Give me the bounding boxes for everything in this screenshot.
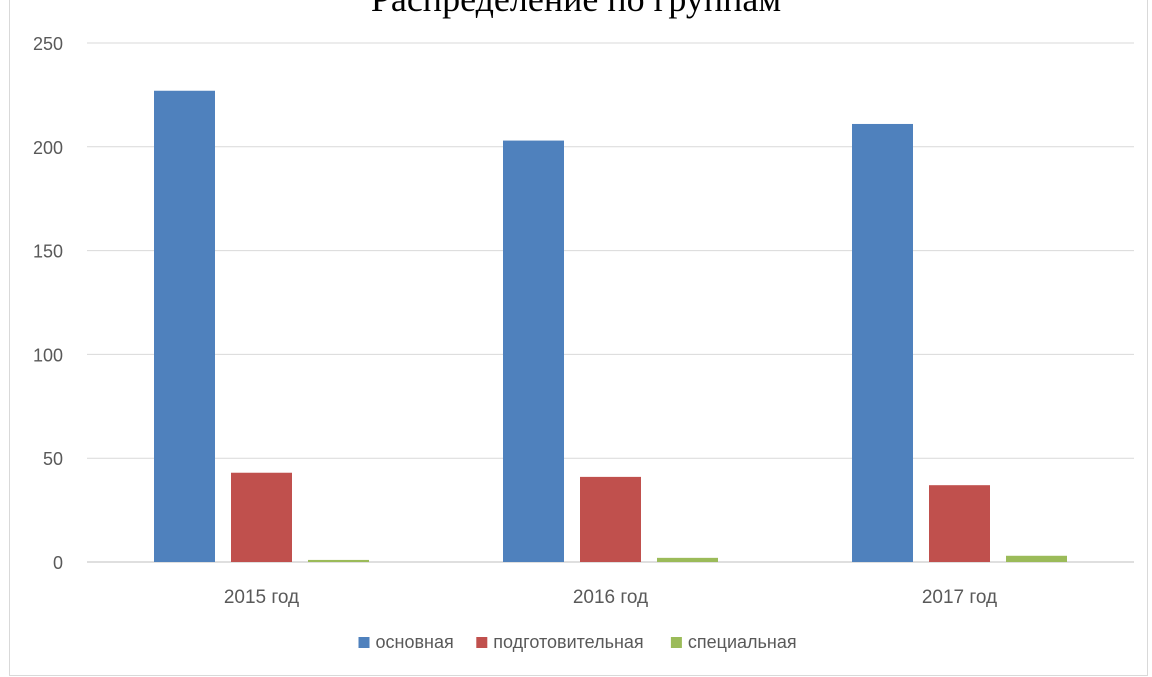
legend-swatch: [670, 637, 682, 648]
y-tick-label: 0: [53, 553, 63, 573]
bar: [580, 476, 641, 562]
chart-title: Распределение по группам: [0, 0, 1152, 20]
bar: [929, 485, 990, 562]
x-tick-label: 2015 год: [224, 587, 299, 608]
bar: [1006, 555, 1067, 562]
legend-swatch: [476, 637, 488, 648]
legend-label: специальная: [688, 632, 797, 652]
y-axis-ticks: 0 50 100 150 200 250: [33, 34, 63, 573]
bar: [852, 123, 913, 563]
y-tick-label: 200: [33, 138, 63, 158]
legend: основная подготовительная специальная: [358, 632, 797, 652]
legend-label: подготовительная: [493, 632, 643, 652]
y-tick-label: 100: [33, 345, 63, 365]
legend-swatch: [358, 637, 370, 648]
x-tick-label: 2016 год: [573, 587, 648, 608]
y-tick-label: 250: [33, 34, 63, 54]
bars: [154, 90, 1067, 563]
bar: [231, 472, 292, 562]
chart-frame: [9, 0, 1148, 676]
legend-label: основная: [376, 632, 454, 652]
y-tick-label: 150: [33, 242, 63, 262]
bar: [154, 90, 215, 563]
bar: [308, 559, 369, 562]
y-tick-label: 50: [43, 449, 63, 469]
bar: [657, 557, 718, 562]
bar: [503, 140, 564, 562]
x-tick-label: 2017 год: [922, 587, 997, 608]
x-axis-ticks: 2015 год 2016 год 2017 год: [224, 587, 997, 608]
